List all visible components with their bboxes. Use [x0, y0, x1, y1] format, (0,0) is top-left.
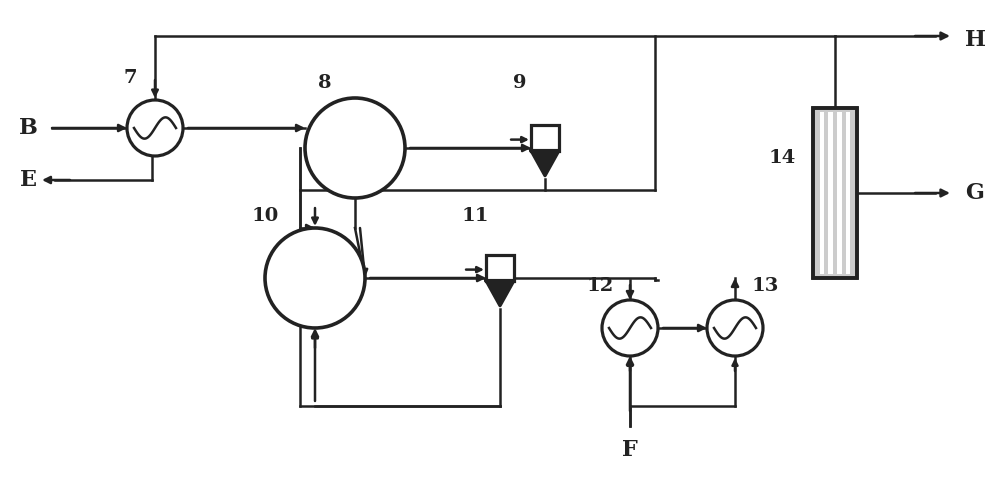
- Bar: [486, 255, 514, 281]
- Bar: [828, 112, 833, 274]
- Text: B: B: [19, 117, 37, 139]
- Text: 14: 14: [768, 149, 796, 167]
- Text: 8: 8: [318, 74, 332, 92]
- Circle shape: [707, 300, 763, 356]
- Bar: [820, 112, 824, 274]
- Text: F: F: [622, 439, 638, 461]
- Circle shape: [305, 98, 405, 198]
- Bar: [837, 112, 842, 274]
- Text: H: H: [964, 29, 986, 51]
- Text: 13: 13: [751, 277, 779, 295]
- Bar: [846, 112, 850, 274]
- Circle shape: [127, 100, 183, 156]
- Bar: [813, 108, 857, 278]
- Text: 10: 10: [251, 207, 279, 225]
- Bar: [813, 108, 857, 278]
- Text: 12: 12: [586, 277, 614, 295]
- Polygon shape: [531, 151, 559, 176]
- Text: 11: 11: [461, 207, 489, 225]
- Bar: [531, 125, 559, 151]
- Text: 9: 9: [513, 74, 527, 92]
- Text: 7: 7: [123, 69, 137, 87]
- Polygon shape: [486, 281, 514, 306]
- Text: G: G: [966, 182, 984, 204]
- Circle shape: [602, 300, 658, 356]
- Circle shape: [265, 228, 365, 328]
- Text: E: E: [20, 169, 37, 191]
